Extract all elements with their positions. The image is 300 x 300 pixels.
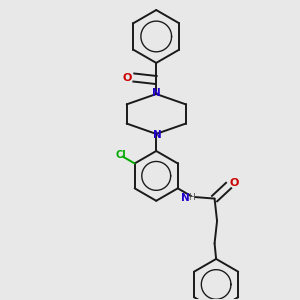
Text: N: N <box>152 88 161 98</box>
Text: N: N <box>181 193 190 203</box>
Text: N: N <box>153 130 161 140</box>
Text: Cl: Cl <box>116 150 126 160</box>
Text: O: O <box>122 73 132 82</box>
Text: O: O <box>230 178 239 188</box>
Text: H: H <box>188 193 195 202</box>
